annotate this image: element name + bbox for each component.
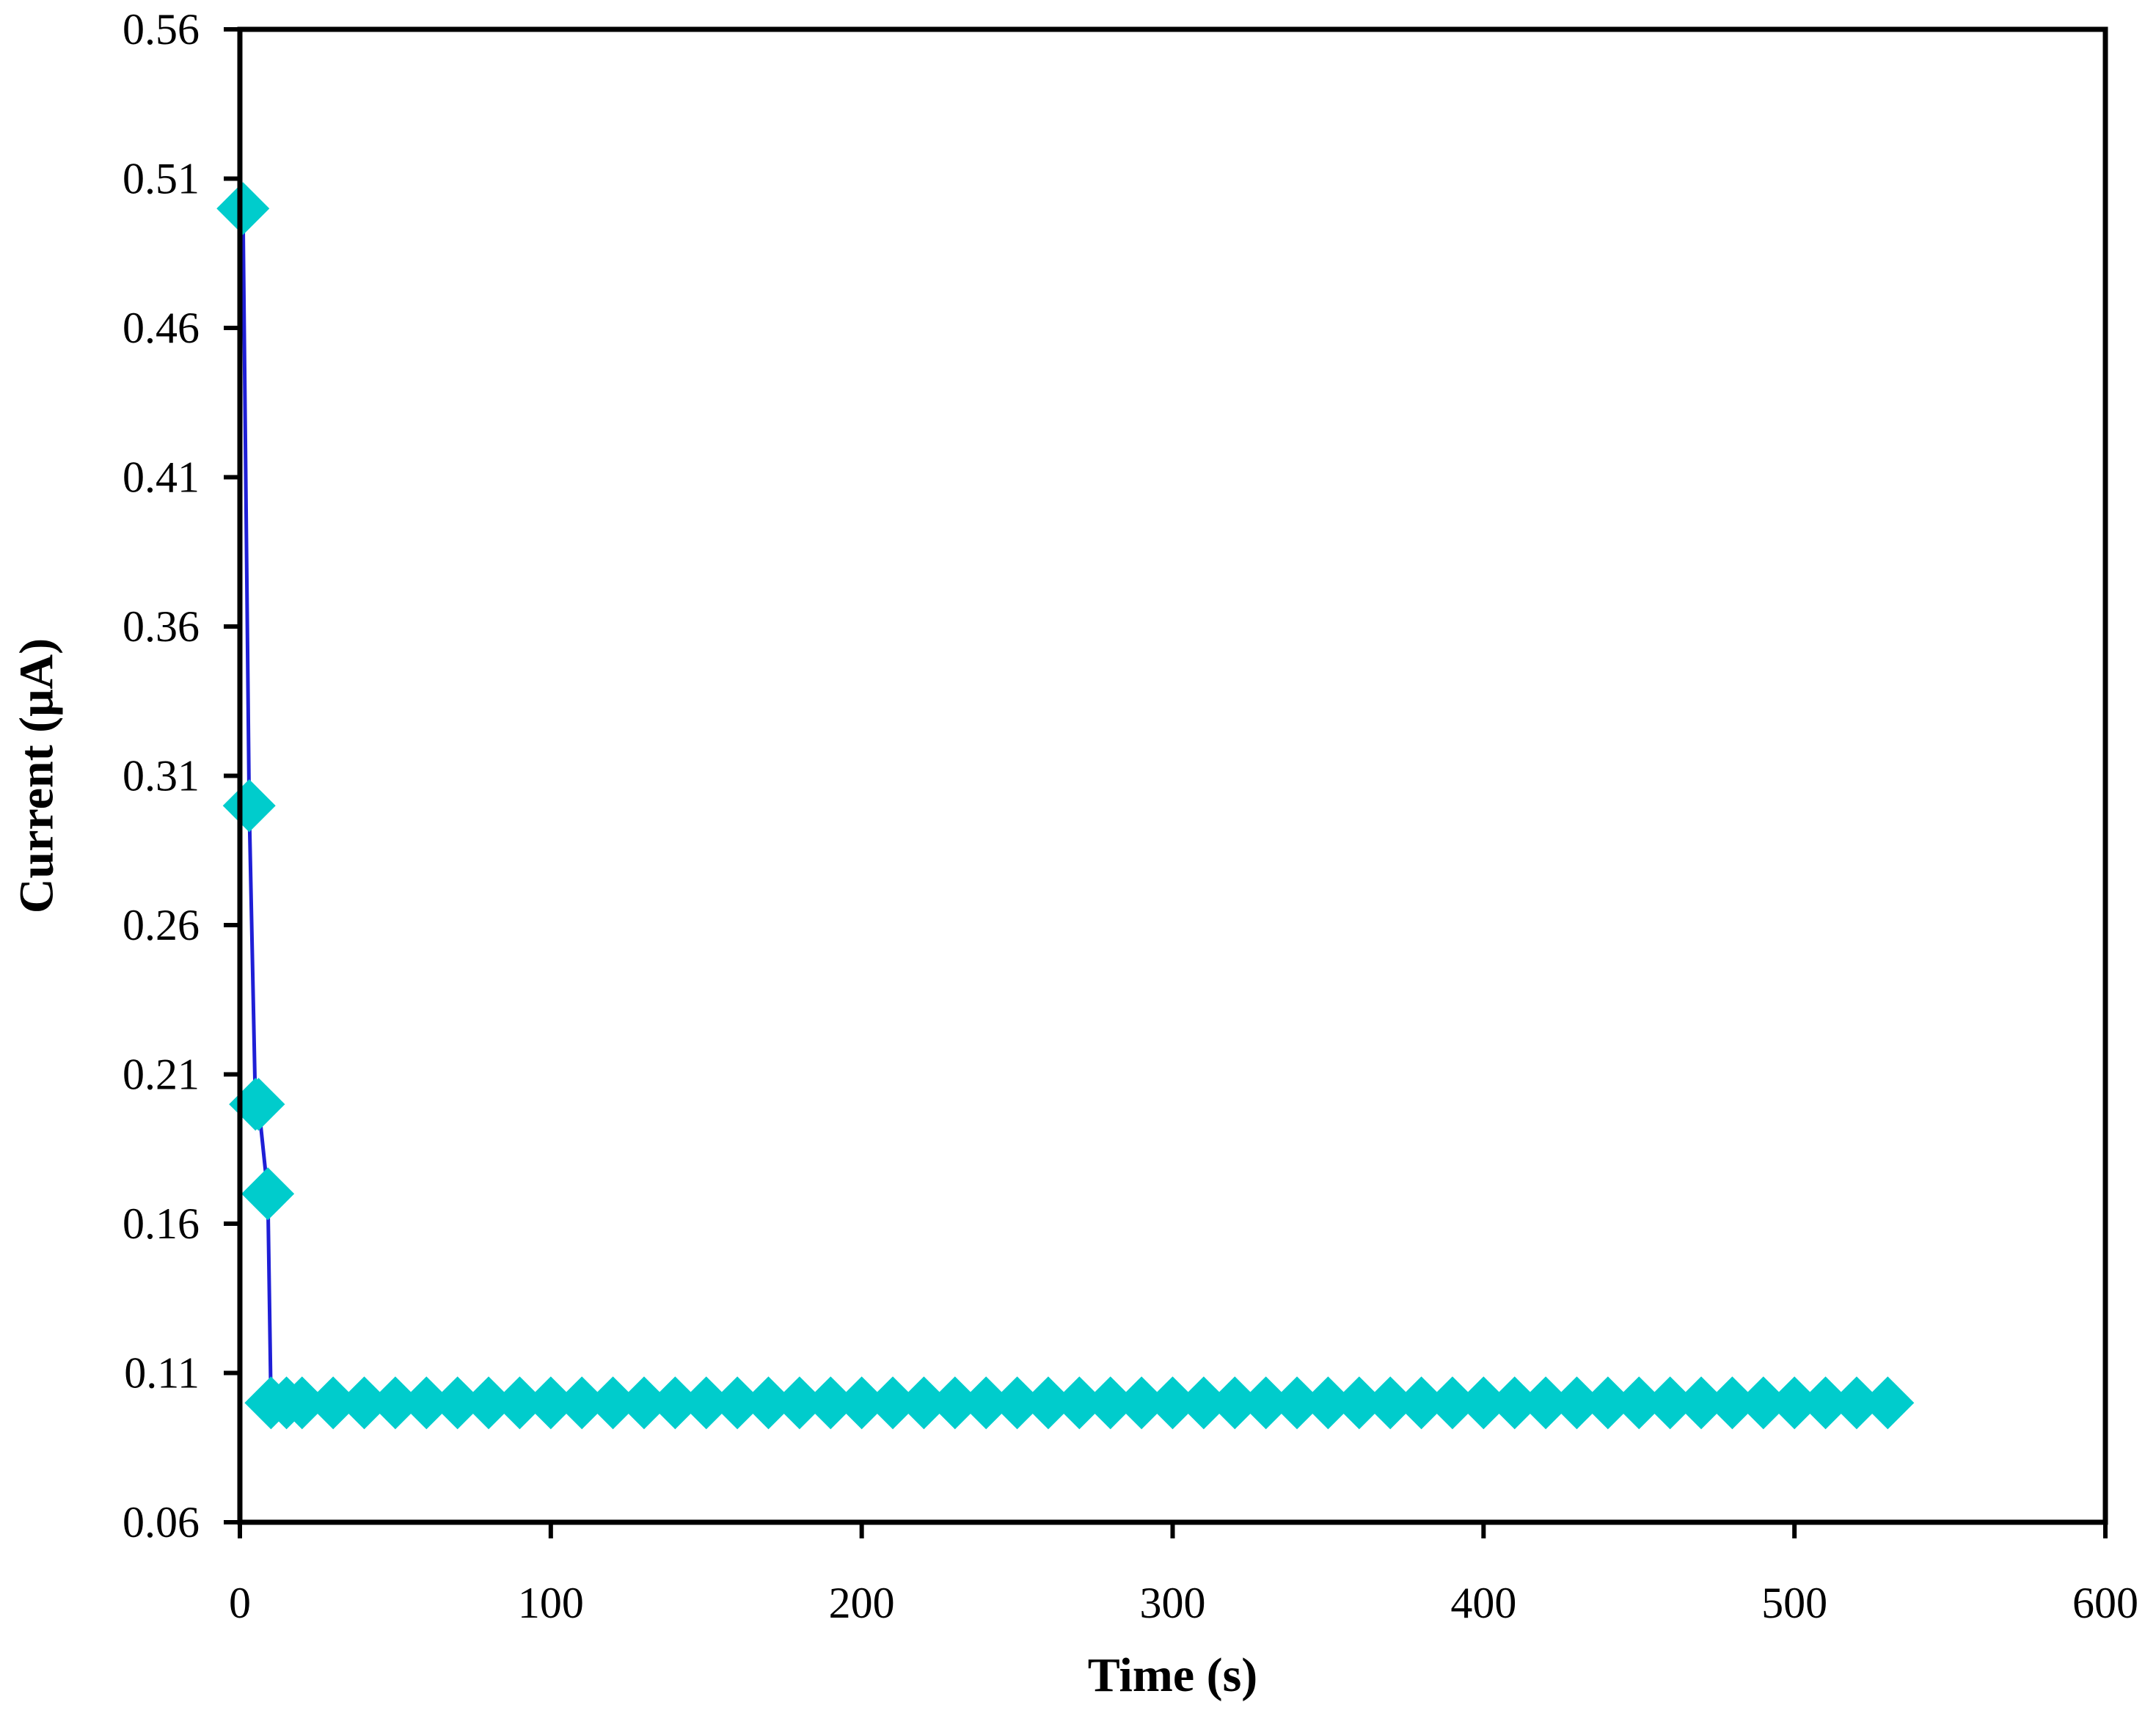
y-tick-label-2: 0.16 xyxy=(123,1199,200,1248)
data-point-9 xyxy=(337,1376,391,1430)
axis-tick-labels: 0 100 200 300 400 500 600 0.06 0.11 0.16 0.21 0.26 0… xyxy=(123,5,2138,1627)
data-point-28 xyxy=(928,1376,982,1430)
data-point-26 xyxy=(866,1376,920,1430)
data-point-56 xyxy=(1799,1376,1852,1430)
data-point-30 xyxy=(990,1376,1044,1430)
data-point-47 xyxy=(1519,1376,1573,1430)
data-point-55 xyxy=(1768,1376,1821,1430)
data-point-33 xyxy=(1084,1376,1137,1430)
data-point-8 xyxy=(307,1376,360,1430)
data-point-10 xyxy=(368,1376,422,1430)
data-point-13 xyxy=(462,1376,516,1430)
data-markers xyxy=(216,182,1915,1430)
data-point-23 xyxy=(772,1376,826,1430)
y-tick-label-8: 0.46 xyxy=(123,304,200,352)
data-point-51 xyxy=(1643,1376,1697,1430)
data-point-3 xyxy=(232,1078,285,1131)
x-tick-label-6: 600 xyxy=(2072,1579,2138,1627)
data-point-46 xyxy=(1488,1376,1541,1430)
data-point-39 xyxy=(1271,1376,1324,1430)
data-point-29 xyxy=(960,1376,1013,1430)
data-point-38 xyxy=(1239,1376,1293,1430)
data-point-7 xyxy=(275,1376,329,1430)
data-point-20 xyxy=(679,1376,733,1430)
data-point-48 xyxy=(1550,1376,1604,1430)
y-tick-label-9: 0.51 xyxy=(123,155,200,203)
y-tick-label-10: 0.56 xyxy=(123,5,200,54)
y-axis-title: Current (μA) xyxy=(10,638,64,913)
y-tick-label-1: 0.11 xyxy=(124,1349,200,1398)
data-point-44 xyxy=(1425,1376,1479,1430)
x-tick-label-0: 0 xyxy=(229,1579,251,1627)
axis-ticks xyxy=(224,27,2108,1538)
data-point-17 xyxy=(586,1376,640,1430)
x-tick-label-3: 300 xyxy=(1140,1579,1206,1627)
data-point-40 xyxy=(1301,1376,1355,1430)
data-point-49 xyxy=(1581,1376,1634,1430)
data-point-12 xyxy=(431,1376,484,1430)
data-point-31 xyxy=(1021,1376,1075,1430)
data-point-36 xyxy=(1177,1376,1230,1430)
y-tick-label-6: 0.36 xyxy=(123,602,200,651)
data-point-1 xyxy=(222,779,276,833)
data-point-50 xyxy=(1612,1376,1666,1430)
data-point-58 xyxy=(1861,1376,1915,1430)
x-tick-label-1: 100 xyxy=(518,1579,584,1627)
data-point-53 xyxy=(1706,1376,1759,1430)
data-point-24 xyxy=(804,1376,858,1430)
x-axis-title: Time (s) xyxy=(1088,1648,1258,1702)
data-point-18 xyxy=(617,1376,670,1430)
x-tick-label-5: 500 xyxy=(1761,1579,1827,1627)
y-tick-label-4: 0.26 xyxy=(123,901,200,949)
data-point-34 xyxy=(1115,1376,1169,1430)
x-tick-label-2: 200 xyxy=(829,1579,895,1627)
data-point-14 xyxy=(493,1376,547,1430)
data-point-42 xyxy=(1364,1376,1417,1430)
data-point-16 xyxy=(555,1376,609,1430)
data-point-11 xyxy=(400,1376,453,1430)
data-point-57 xyxy=(1830,1376,1883,1430)
data-point-54 xyxy=(1736,1376,1790,1430)
data-point-19 xyxy=(648,1376,702,1430)
data-point-15 xyxy=(524,1376,577,1430)
data-point-27 xyxy=(897,1376,951,1430)
data-point-41 xyxy=(1332,1376,1386,1430)
data-point-35 xyxy=(1146,1376,1199,1430)
data-point-21 xyxy=(711,1376,764,1430)
y-tick-label-3: 0.21 xyxy=(123,1051,200,1099)
data-point-0 xyxy=(216,182,270,235)
y-tick-label-0: 0.06 xyxy=(123,1498,200,1546)
data-point-45 xyxy=(1457,1376,1510,1430)
data-point-37 xyxy=(1208,1376,1262,1430)
data-point-43 xyxy=(1395,1376,1448,1430)
x-tick-label-4: 400 xyxy=(1450,1579,1516,1627)
y-tick-label-7: 0.41 xyxy=(123,453,200,502)
plot-area-frame xyxy=(237,26,2108,1525)
data-point-4 xyxy=(241,1167,295,1221)
data-point-22 xyxy=(742,1376,795,1430)
data-point-32 xyxy=(1053,1376,1106,1430)
data-point-25 xyxy=(835,1376,888,1430)
y-tick-label-5: 0.31 xyxy=(123,752,200,800)
data-point-52 xyxy=(1675,1376,1728,1430)
